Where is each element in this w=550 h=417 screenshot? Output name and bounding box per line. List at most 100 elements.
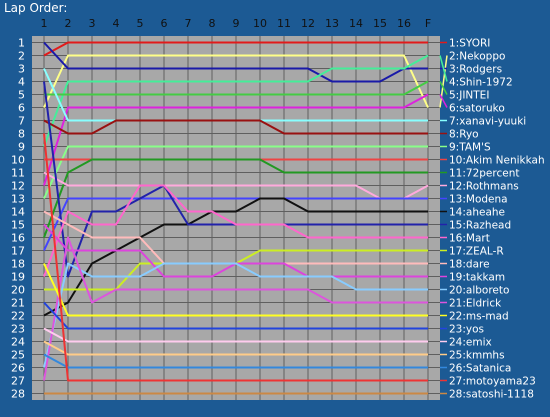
legend-connector xyxy=(439,55,448,108)
y-tick-label: 1 xyxy=(18,37,25,50)
x-tick-label: 3 xyxy=(89,17,96,30)
y-tick-label: 26 xyxy=(11,362,25,375)
x-tick-label: 9 xyxy=(233,17,240,30)
legend-connector xyxy=(439,81,448,95)
y-tick-label: 3 xyxy=(18,63,25,76)
y-tick-label: 22 xyxy=(11,310,25,323)
legend-entry: 2:Nekoppo xyxy=(449,51,505,63)
legend-entry: 23:yos xyxy=(449,324,484,336)
series-line-24 xyxy=(43,327,428,343)
y-tick-label: 14 xyxy=(11,206,25,219)
y-tick-label: 13 xyxy=(11,193,25,206)
legend-entry: 28:satoshi-1118 xyxy=(449,389,534,401)
legend-entry: 9:TAM'S xyxy=(449,142,491,154)
legend-entry: 15:Razhead xyxy=(449,220,511,232)
series-lines xyxy=(43,41,429,395)
x-tick-labels: 1 2 3 4 5 6 7 8 9 10 11 12 13 14 15 16 F xyxy=(41,17,432,30)
legend-entry: 5:JINTEI xyxy=(449,90,489,102)
series-line-25 xyxy=(43,340,428,356)
legend: 1:SYORI2:Nekoppo3:Rodgers4:Shin-19725:JI… xyxy=(439,38,545,401)
legend-entry: 18:dare xyxy=(449,259,490,271)
legend-entry: 20:alboreto xyxy=(449,285,509,297)
legend-entry: 12:Rothmans xyxy=(449,181,519,193)
series-line-11 xyxy=(43,158,428,238)
y-tick-label: 12 xyxy=(11,180,25,193)
legend-entry: 4:Shin-1972 xyxy=(449,77,513,89)
y-tick-label: 11 xyxy=(11,167,25,180)
legend-entry: 8:Ryo xyxy=(449,129,479,141)
y-tick-label: 6 xyxy=(18,102,25,115)
x-tick-label: 16 xyxy=(397,17,411,30)
x-tick-label: 12 xyxy=(301,17,315,30)
series-line-5 xyxy=(44,80,429,96)
y-tick-label: 27 xyxy=(11,375,25,388)
legend-connector xyxy=(439,94,448,108)
x-tick-label: 11 xyxy=(277,17,291,30)
chart-title: Lap Order: xyxy=(4,1,68,15)
x-tick-label: 8 xyxy=(209,17,216,30)
x-tick-label: 2 xyxy=(65,17,72,30)
x-tick-label: 4 xyxy=(113,17,120,30)
y-tick-label: 5 xyxy=(18,89,25,102)
legend-entry: 11:72percent xyxy=(449,168,519,180)
y-tick-label: 2 xyxy=(18,50,25,63)
x-tick-label: 15 xyxy=(373,17,387,30)
x-tick-label: 7 xyxy=(185,17,192,30)
y-tick-label: 8 xyxy=(18,128,25,141)
legend-entry: 25:kmmhs xyxy=(449,350,505,362)
series-line-2 xyxy=(43,54,429,108)
legend-entry: 22:ms-mad xyxy=(449,311,509,323)
y-tick-label: 23 xyxy=(11,323,25,336)
legend-entry: 3:Rodgers xyxy=(449,64,502,76)
legend-entry: 27:motoyama23 xyxy=(449,376,536,388)
legend-entry: 17:ZEAL-R xyxy=(449,246,504,258)
y-tick-label: 20 xyxy=(11,284,25,297)
x-tick-label: 10 xyxy=(253,17,267,30)
y-tick-labels: 1234567891011121314151617181920212223242… xyxy=(11,37,25,401)
x-tick-label: 13 xyxy=(325,17,339,30)
series-line-16 xyxy=(43,184,428,277)
legend-entry: 6:satoruko xyxy=(449,103,505,115)
legend-entry: 24:emix xyxy=(449,337,492,349)
series-line-22 xyxy=(43,263,428,317)
y-tick-label: 24 xyxy=(11,336,25,349)
legend-entry: 26:Satanica xyxy=(449,363,511,375)
legend-entry: 16:Mart xyxy=(449,233,490,245)
legend-entry: 21:Eldrick xyxy=(449,298,502,310)
legend-entry: 7:xanavi-yuuki xyxy=(449,116,526,128)
legend-entry: 1:SYORI xyxy=(449,38,490,50)
series-line-13 xyxy=(43,197,428,251)
y-tick-label: 17 xyxy=(11,245,25,258)
series-line-14 xyxy=(43,197,428,317)
y-tick-label: 18 xyxy=(11,258,25,271)
y-tick-label: 4 xyxy=(18,76,25,89)
series-line-4 xyxy=(43,54,429,147)
series-line-27 xyxy=(43,133,428,382)
y-tick-label: 25 xyxy=(11,349,25,362)
y-tick-label: 15 xyxy=(11,219,25,232)
series-line-23 xyxy=(43,301,428,330)
y-tick-label: 7 xyxy=(18,115,25,128)
y-tick-label: 9 xyxy=(18,141,25,154)
legend-connector xyxy=(439,55,448,82)
legend-entry: 14:aheahe xyxy=(449,207,505,219)
legend-entry: 10:Akim Nenikkah xyxy=(449,155,545,167)
y-tick-label: 10 xyxy=(11,154,25,167)
x-tick-label: F xyxy=(425,17,431,30)
series-line-1 xyxy=(43,41,428,57)
series-line-6 xyxy=(43,93,429,186)
series-line-26 xyxy=(43,353,428,369)
legend-entry: 19:takkam xyxy=(449,272,505,284)
series-line-3 xyxy=(43,41,428,83)
x-tick-label: 6 xyxy=(161,17,168,30)
y-tick-label: 19 xyxy=(11,271,25,284)
series-line-9 xyxy=(43,145,428,199)
x-tick-label: 1 xyxy=(41,17,48,30)
x-tick-label: 5 xyxy=(137,17,144,30)
y-tick-label: 21 xyxy=(11,297,25,310)
legend-entry: 13:Modena xyxy=(449,194,508,206)
series-line-8 xyxy=(43,119,428,135)
series-line-20 xyxy=(43,262,428,368)
series-line-21 xyxy=(43,236,428,381)
